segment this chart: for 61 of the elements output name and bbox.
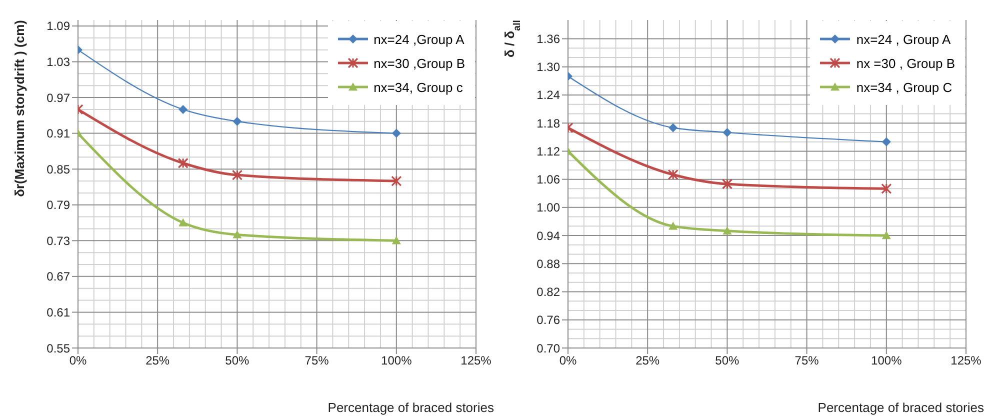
point bbox=[178, 158, 188, 168]
y-tick-label: 0.55 bbox=[46, 341, 70, 356]
y-tick-label: 1.24 bbox=[536, 88, 560, 102]
legend-label: nx =30 , Group B bbox=[856, 56, 955, 70]
x-tick-label: 125% bbox=[950, 354, 982, 368]
y-tick-label: 1.03 bbox=[46, 55, 70, 70]
y-tick-label: 0.76 bbox=[536, 313, 560, 328]
y-tick-label: 0.73 bbox=[46, 234, 70, 248]
point bbox=[178, 218, 188, 226]
point bbox=[392, 236, 401, 244]
y-tick-label: 0.70 bbox=[536, 341, 560, 356]
y-tick-label: 0.85 bbox=[46, 162, 70, 176]
y-tick-label: 1.36 bbox=[536, 32, 560, 46]
point bbox=[881, 183, 892, 194]
legend-label: nx=24 , Group A bbox=[856, 32, 951, 46]
y-tick-label: 0.91 bbox=[46, 126, 70, 141]
point bbox=[722, 178, 732, 190]
x-axis-title: Percentage of braced stories bbox=[328, 400, 494, 415]
y-tick-label: 1.06 bbox=[536, 172, 560, 187]
y-tick-label: 1.12 bbox=[536, 144, 560, 158]
point bbox=[232, 116, 242, 126]
y-axis-title: δr(Maximum storydrift ) (cm) bbox=[12, 20, 27, 197]
x-tick-label: 75% bbox=[304, 354, 330, 368]
x-tick-label: 50% bbox=[715, 354, 740, 368]
y-tick-label: 0.61 bbox=[46, 305, 70, 320]
point bbox=[668, 222, 678, 230]
point bbox=[232, 170, 242, 180]
point bbox=[392, 128, 401, 138]
legend-label: nx=24 ,Group A bbox=[374, 32, 464, 46]
point bbox=[668, 169, 678, 180]
x-tick-label: 100% bbox=[381, 354, 412, 368]
x-tick-label: 25% bbox=[146, 354, 170, 368]
x-tick-label: 100% bbox=[871, 354, 902, 368]
y-tick-label: 0.88 bbox=[536, 256, 560, 271]
y-tick-label: 1.30 bbox=[536, 60, 560, 74]
point bbox=[178, 104, 188, 114]
x-axis-title: Percentage of braced stories bbox=[818, 400, 984, 415]
point bbox=[391, 176, 402, 186]
point bbox=[722, 226, 732, 234]
point bbox=[668, 123, 678, 132]
point bbox=[232, 230, 242, 238]
y-tick-label: 0.79 bbox=[46, 198, 70, 212]
x-tick-label: 125% bbox=[460, 354, 492, 368]
legend-label: nx=34 , Group C bbox=[856, 80, 952, 94]
x-tick-label: 25% bbox=[636, 354, 660, 368]
x-tick-label: 0% bbox=[69, 354, 87, 368]
y-tick-label: 0.67 bbox=[46, 270, 70, 284]
x-tick-label: 50% bbox=[225, 354, 250, 368]
y-tick-label: 1.00 bbox=[536, 200, 560, 215]
y-tick-label: 0.94 bbox=[536, 228, 560, 243]
y-tick-label: 0.97 bbox=[46, 90, 70, 105]
y-tick-label: 1.09 bbox=[46, 19, 70, 34]
point bbox=[722, 128, 732, 137]
legend-label: nx=34, Group c bbox=[374, 80, 463, 94]
y-tick-label: 0.82 bbox=[536, 285, 560, 300]
x-tick-label: 0% bbox=[559, 354, 577, 368]
x-tick-label: 75% bbox=[794, 354, 820, 368]
point bbox=[882, 137, 891, 146]
point bbox=[882, 231, 891, 240]
legend-label: nx=30 ,Group B bbox=[374, 56, 465, 70]
y-tick-label: 1.18 bbox=[536, 116, 560, 130]
